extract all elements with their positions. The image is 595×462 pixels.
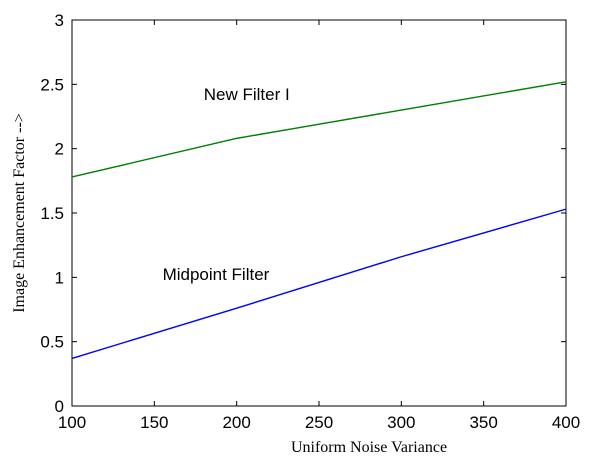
x-tick-label: 300 (387, 413, 415, 432)
y-axis-title: Image Enhancement Factor --> (11, 113, 28, 313)
x-tick-label: 350 (469, 413, 497, 432)
y-tick-label: 1.5 (40, 204, 64, 223)
x-tick-label: 200 (222, 413, 250, 432)
x-axis-title: Uniform Noise Variance (291, 439, 447, 456)
axis-ticks: 100 150 200 250 300 350 400 0 0.5 1 1.5 2 2.5 3 (40, 11, 580, 432)
x-tick-label: 100 (58, 413, 86, 432)
y-tick-label: 2 (55, 140, 64, 159)
series-line (71, 208, 567, 360)
plot-area-frame (71, 19, 567, 407)
series-annotation: Midpoint Filter (163, 265, 270, 284)
y-tick-label: 1 (55, 268, 64, 287)
y-tick-label: 0.5 (40, 333, 64, 352)
series-line (71, 81, 567, 178)
series-lines (71, 81, 567, 360)
x-tick-label: 250 (305, 413, 333, 432)
y-tick-label: 2.5 (40, 75, 64, 94)
x-tick-label: 400 (552, 413, 580, 432)
series-annotation: New Filter I (204, 85, 290, 104)
y-tick-label: 0 (55, 397, 64, 416)
y-tick-label: 3 (55, 11, 64, 30)
annotations: New Filter I Midpoint Filter (163, 85, 290, 284)
x-tick-label: 150 (140, 413, 168, 432)
